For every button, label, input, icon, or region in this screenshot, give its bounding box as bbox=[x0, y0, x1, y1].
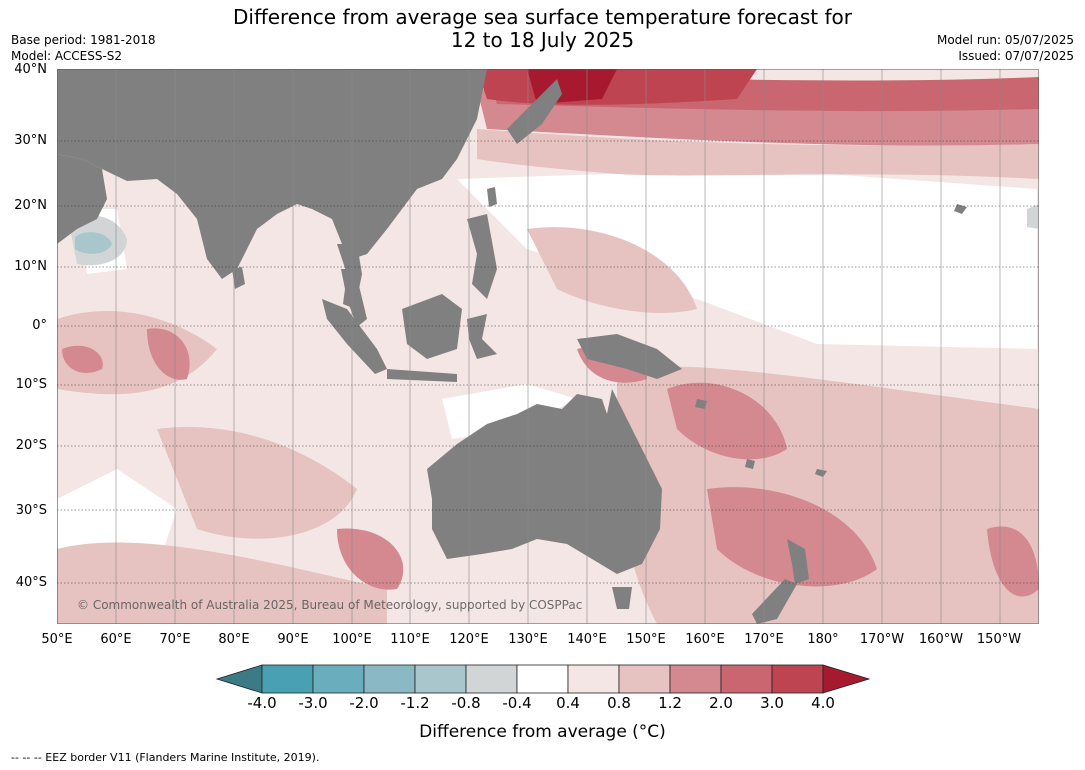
land-philippines bbox=[467, 214, 497, 299]
lon-label: 100°E bbox=[332, 632, 372, 647]
land-sumatra bbox=[322, 299, 387, 374]
lat-label: 40°N bbox=[14, 62, 47, 77]
copyright-notice: © Commonwealth of Australia 2025, Bureau… bbox=[77, 598, 583, 612]
land-arabia bbox=[57, 154, 107, 244]
land-australia bbox=[427, 389, 662, 574]
lon-label: 150°W bbox=[976, 632, 1022, 647]
sst-anomaly-map bbox=[57, 69, 1039, 624]
lon-label: 70°E bbox=[159, 632, 191, 647]
map-title: Difference from average sea surface temp… bbox=[232, 5, 852, 29]
colorbar-tick-label: 1.2 bbox=[658, 694, 682, 712]
land-new-zealand-north bbox=[787, 539, 809, 584]
anomaly-zone-neutral bbox=[442, 384, 577, 439]
lon-label: 140°E bbox=[567, 632, 607, 647]
map-frame bbox=[57, 69, 1039, 624]
lon-label: 170°E bbox=[744, 632, 784, 647]
map-meridians bbox=[57, 69, 1001, 624]
map-subtitle: 12 to 18 July 2025 bbox=[450, 28, 635, 52]
colorbar-cell bbox=[669, 664, 722, 694]
colorbar-tick-label: 2.0 bbox=[709, 694, 733, 712]
land-sri-lanka bbox=[232, 267, 245, 289]
anomaly-zone-moderate bbox=[707, 487, 877, 587]
colorbar-tick-label: -3.0 bbox=[298, 694, 328, 712]
anomaly-zone-warm bbox=[477, 129, 1039, 179]
anomaly-zone-cool bbox=[1027, 204, 1039, 229]
colorbar-cell bbox=[363, 664, 416, 694]
anomaly-zone-warm bbox=[157, 427, 357, 539]
lon-label: 110°E bbox=[390, 632, 430, 647]
colorbar-cell bbox=[567, 664, 620, 694]
land-new-guinea bbox=[577, 334, 682, 379]
land-java bbox=[387, 369, 457, 382]
lat-label: 10°S bbox=[15, 377, 47, 392]
land-taiwan bbox=[487, 187, 497, 207]
colorbar-tick-label: -1.2 bbox=[400, 694, 430, 712]
anomaly-zone-cool bbox=[75, 232, 112, 254]
lon-label: 80°E bbox=[218, 632, 250, 647]
land-new-zealand-south bbox=[752, 579, 797, 624]
lon-label: 170°W bbox=[859, 632, 905, 647]
lat-label: 40°S bbox=[15, 575, 47, 590]
anomaly-zone-moderate bbox=[62, 345, 103, 373]
land-asia bbox=[57, 69, 487, 279]
colorbar-tick-label: 3.0 bbox=[760, 694, 784, 712]
colorbar-cell bbox=[771, 664, 824, 694]
map-gridlines bbox=[57, 140, 1039, 584]
anomaly-zone-moderate bbox=[337, 528, 404, 590]
colorbar-cell bbox=[312, 664, 365, 694]
land-borneo bbox=[402, 294, 462, 359]
colorbar-cell bbox=[720, 664, 773, 694]
land-sulawesi bbox=[467, 314, 497, 359]
lat-label: 20°S bbox=[15, 438, 47, 453]
colorbar-cell bbox=[261, 664, 314, 694]
colorbar-extend-max bbox=[822, 664, 870, 694]
lon-label: 50°E bbox=[41, 632, 73, 647]
lon-label: 120°E bbox=[449, 632, 489, 647]
anomaly-zone-extreme bbox=[477, 69, 757, 105]
colorbar-tick-label: -0.4 bbox=[502, 694, 532, 712]
lon-label: 60°E bbox=[100, 632, 132, 647]
lon-label: 180° bbox=[807, 632, 839, 647]
eez-footer-note: -- -- -- EEZ border V11 (Flanders Marine… bbox=[11, 751, 320, 764]
colorbar-title: Difference from average (°C) bbox=[419, 722, 666, 742]
colorbar-tick-label: 0.4 bbox=[556, 694, 580, 712]
colorbar-cell bbox=[516, 664, 569, 694]
lon-label: 160°W bbox=[918, 632, 964, 647]
colorbar-extend-min bbox=[216, 664, 263, 694]
issued-date: Issued: 07/07/2025 bbox=[958, 49, 1074, 63]
colorbar-tick-label: -0.8 bbox=[451, 694, 481, 712]
model-run: Model run: 05/07/2025 bbox=[936, 33, 1074, 47]
lat-label: 0° bbox=[32, 318, 47, 333]
land-malay-peninsula bbox=[341, 269, 367, 327]
colorbar bbox=[216, 664, 870, 694]
base-period: Base period: 1981-2018 bbox=[11, 33, 156, 47]
lat-label: 30°N bbox=[14, 133, 47, 148]
colorbar-cell bbox=[618, 664, 671, 694]
anomaly-zone-moderate bbox=[147, 328, 190, 380]
lon-label: 130°E bbox=[508, 632, 548, 647]
anomaly-zone-neutral bbox=[717, 189, 957, 244]
colorbar-tick-label: -2.0 bbox=[349, 694, 379, 712]
colorbar-tick-label: -4.0 bbox=[247, 694, 277, 712]
lat-label: 10°N bbox=[14, 259, 47, 274]
land-tasmania bbox=[612, 587, 632, 609]
land-japan bbox=[507, 79, 562, 144]
model-name: Model: ACCESS-S2 bbox=[11, 49, 123, 63]
meta-right: Model run: 05/07/2025 Issued: 07/07/2025 bbox=[937, 32, 1074, 64]
colorbar-tick-label: 0.8 bbox=[607, 694, 631, 712]
colorbar-tick-label: 4.0 bbox=[811, 694, 835, 712]
lon-label: 160°E bbox=[685, 632, 725, 647]
lon-label: 90°E bbox=[277, 632, 309, 647]
lat-label: 30°S bbox=[15, 503, 47, 518]
lon-label: 150°E bbox=[626, 632, 666, 647]
colorbar-cell bbox=[414, 664, 467, 694]
meta-left: Base period: 1981-2018 Model: ACCESS-S2 bbox=[11, 32, 156, 64]
colorbar-cell bbox=[465, 664, 518, 694]
lat-label: 20°N bbox=[14, 198, 47, 213]
anomaly-zone-warm bbox=[527, 227, 697, 313]
